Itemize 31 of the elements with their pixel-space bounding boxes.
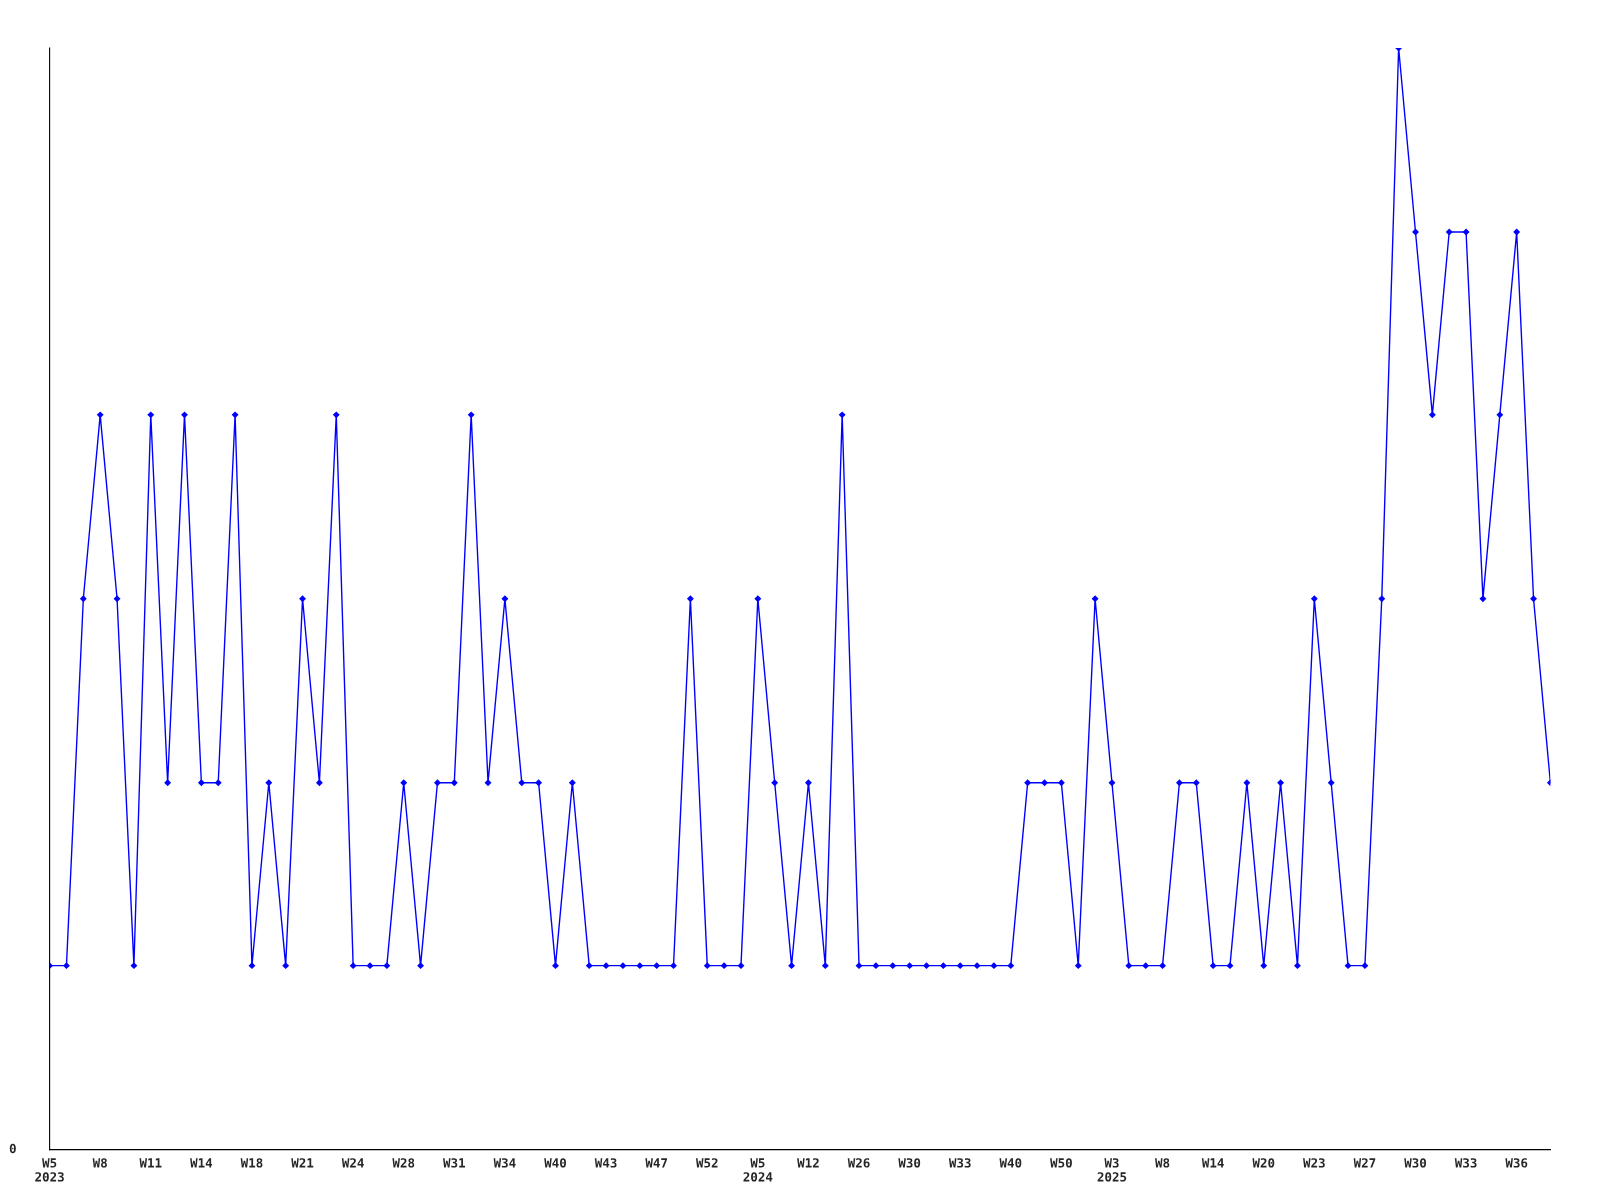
x-tick-label: W8 [92, 1158, 107, 1168]
x-tick-label: W24 [341, 1158, 364, 1168]
x-tick-label: W30 [898, 1158, 921, 1168]
x-tick-label: W21 [291, 1158, 314, 1168]
x-tick-label: W27 [1353, 1158, 1376, 1168]
x-tick-label: W20 [1252, 1158, 1275, 1168]
x-tick-label: W5 2023 [35, 1158, 64, 1182]
x-tick-label: W50 [1050, 1158, 1072, 1168]
x-tick-label: W28 [392, 1158, 415, 1168]
x-tick-label: W33 [1454, 1158, 1477, 1168]
x-tick-label: W33 [948, 1158, 971, 1168]
x-tick-label: W8 [1155, 1158, 1170, 1168]
x-tick-label: W30 [1404, 1158, 1427, 1168]
x-tick-label: W26 [847, 1158, 870, 1168]
x-tick-label: W23 [1303, 1158, 1325, 1168]
x-tick-label: W3 2025 [1097, 1158, 1127, 1182]
x-tick-label: W40 [999, 1158, 1022, 1168]
x-tick-label: W14 [1201, 1158, 1224, 1168]
text: 0 [9, 1143, 16, 1154]
x-tick-label: W34 [493, 1158, 516, 1168]
x-tick-label: W47 [645, 1158, 668, 1168]
x-tick-label: W5 2024 [743, 1158, 773, 1182]
x-tick-label: W43 [594, 1158, 617, 1168]
x-tick-label: W31 [443, 1158, 465, 1168]
x-tick-label: W36 [1505, 1158, 1528, 1168]
x-tick-label: W52 [695, 1158, 718, 1168]
x-tick-label: W12 [797, 1158, 819, 1168]
x-tick-label: W11 [139, 1158, 162, 1168]
x-tick-label: W40 [544, 1158, 567, 1168]
x-tick-label: W14 [190, 1158, 213, 1168]
x-tick-label: W18 [240, 1158, 263, 1168]
